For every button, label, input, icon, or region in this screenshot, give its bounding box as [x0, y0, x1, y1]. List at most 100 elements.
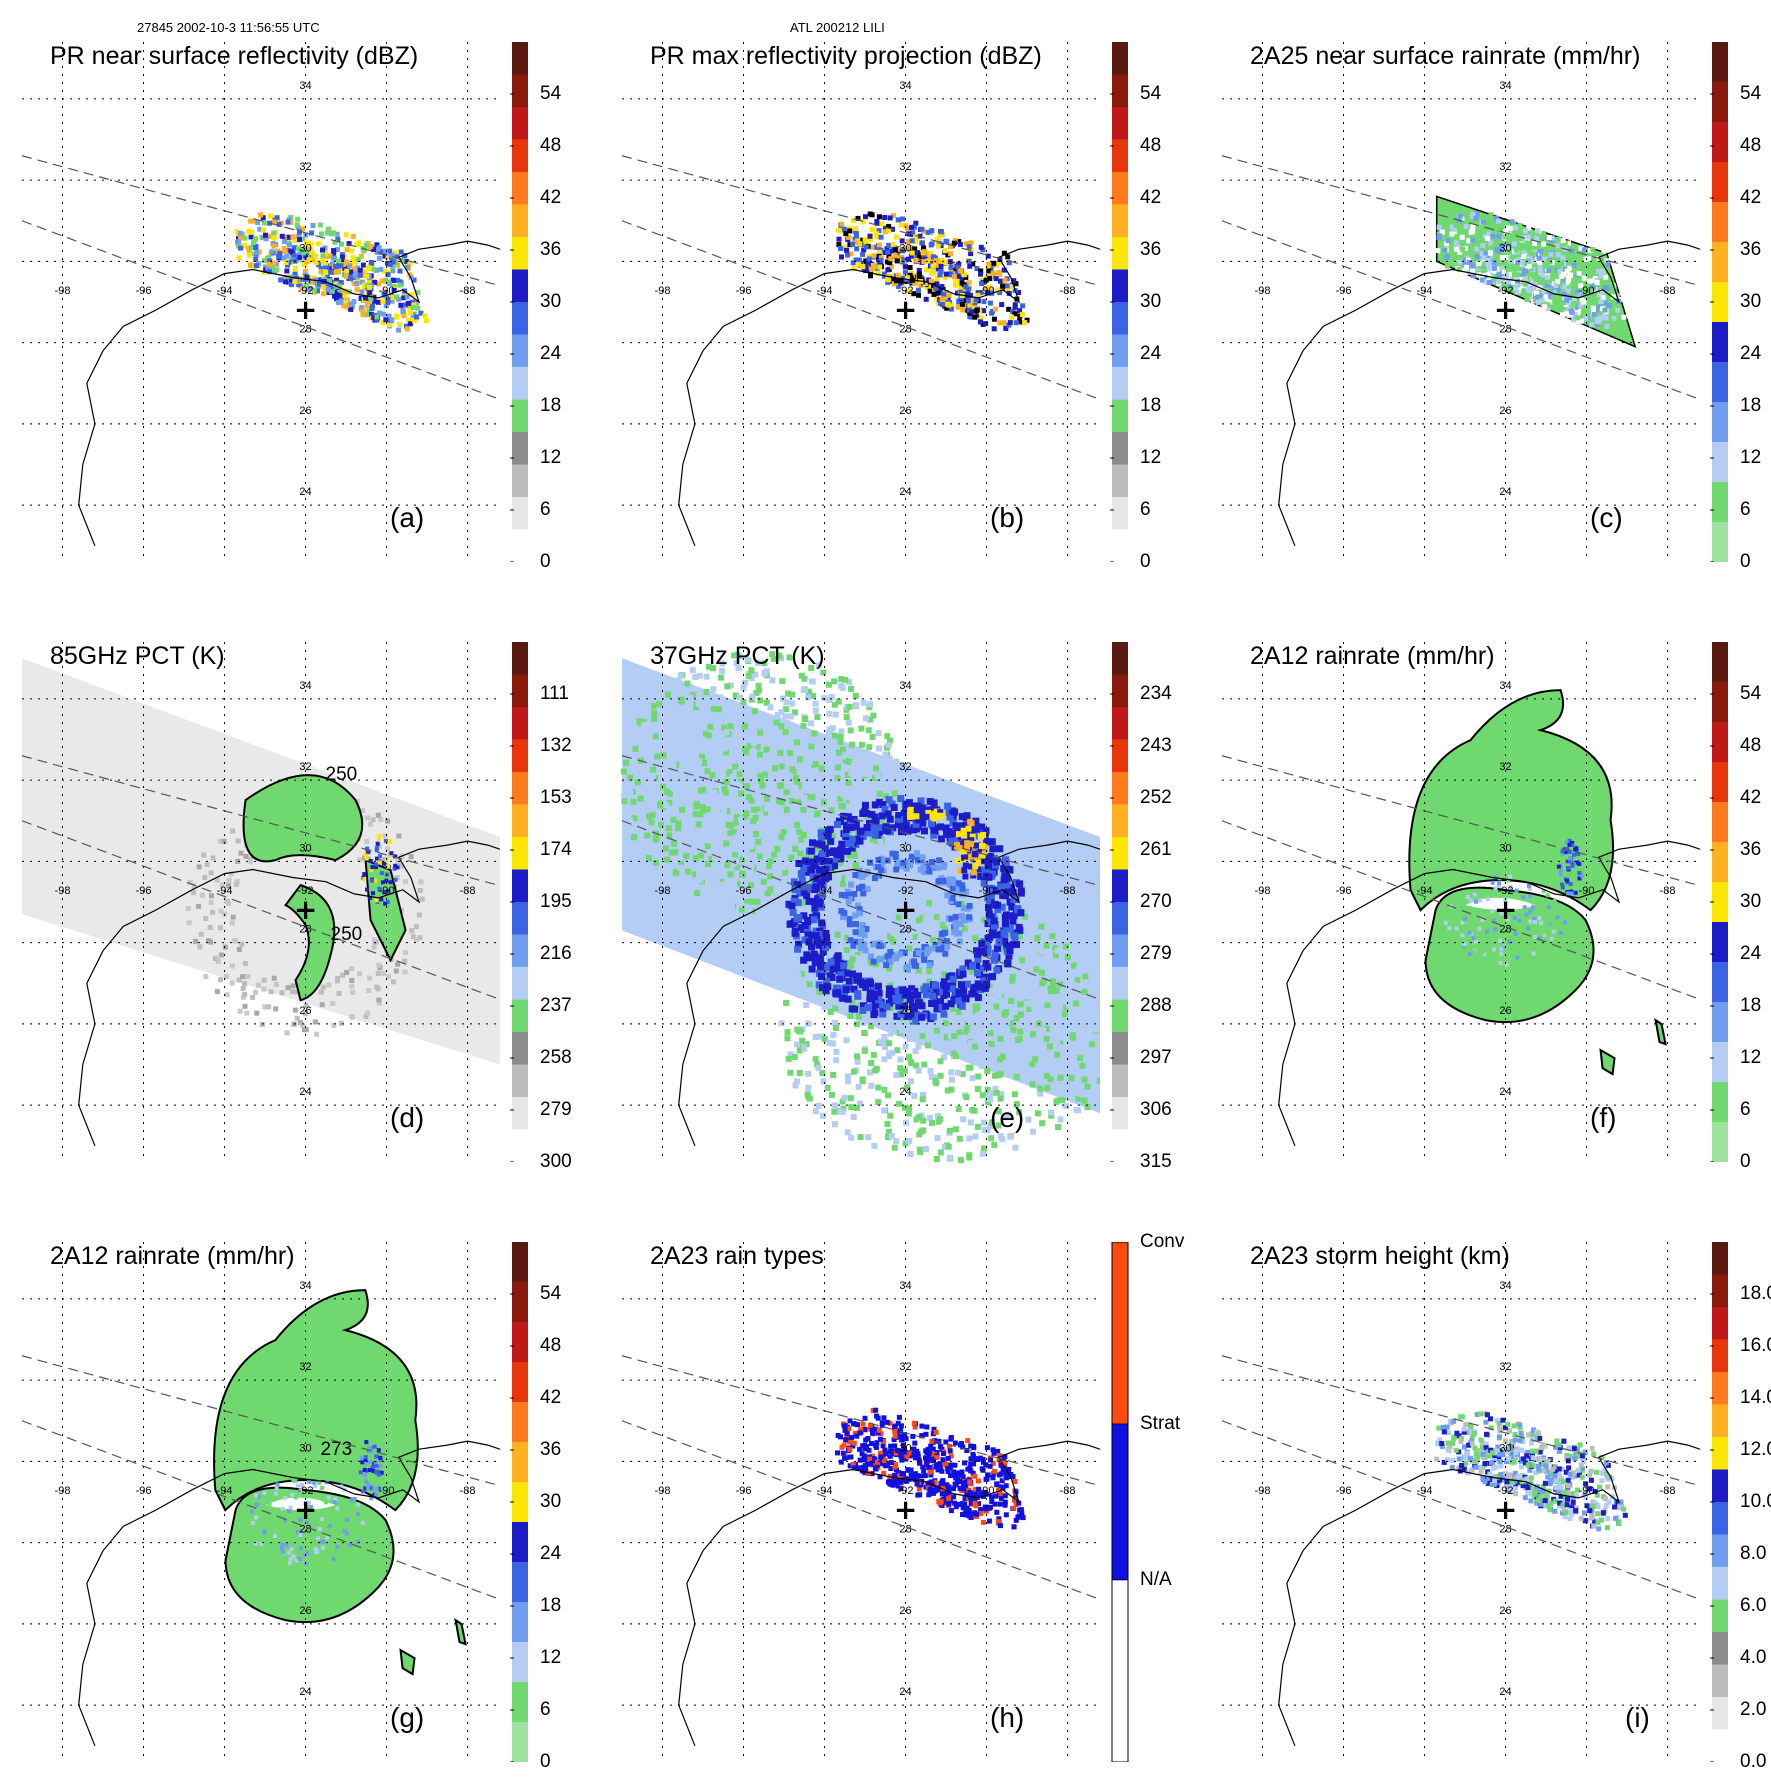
rain-pixel	[750, 748, 756, 754]
colorbar-swatch	[1112, 837, 1128, 870]
rain-pixel	[922, 249, 927, 254]
rain-pixel	[1512, 947, 1516, 951]
rain-pixel	[682, 792, 688, 798]
rain-pixel	[920, 854, 926, 860]
rain-pixel	[371, 891, 375, 895]
colorbar-swatch	[1112, 740, 1128, 773]
rain-pixel	[1554, 296, 1559, 301]
rain-pixel	[1047, 1043, 1053, 1049]
colorbar-swatch	[1112, 270, 1128, 303]
rain-pixel	[877, 791, 883, 797]
rain-pixel	[885, 810, 892, 817]
colorbar-swatch	[1112, 870, 1128, 903]
rain-pixel	[709, 778, 715, 784]
lon-label: -96	[736, 885, 752, 897]
rain-pixel	[897, 951, 903, 957]
rain-pixel	[839, 803, 845, 809]
rain-pixel	[944, 803, 951, 810]
contour-label: 250	[326, 764, 358, 785]
rain-pixel	[651, 710, 657, 716]
rain-pixel	[854, 1053, 860, 1059]
rain-pixel	[827, 711, 833, 717]
rain-pixel	[879, 1011, 886, 1018]
rain-pixel	[848, 727, 854, 733]
rain-pixel	[972, 1133, 978, 1139]
rain-pixel	[377, 837, 381, 841]
rain-pixel	[804, 918, 811, 925]
rain-pixel	[830, 1072, 836, 1078]
rain-pixel	[210, 910, 215, 915]
rain-pixel	[295, 222, 300, 227]
storm-center-icon: +	[294, 893, 317, 926]
rain-pixel	[1577, 271, 1582, 276]
rain-pixel	[863, 715, 869, 721]
rain-pixel	[899, 987, 906, 994]
storm-center-icon: +	[894, 293, 917, 326]
rain-pixel	[811, 731, 817, 737]
rain-pixel	[980, 1092, 986, 1098]
rain-pixel	[211, 856, 216, 861]
lat-label: 34	[299, 80, 311, 92]
colorbar-swatch	[1712, 242, 1728, 283]
rain-pixel	[683, 853, 689, 859]
rain-pixel	[955, 998, 962, 1005]
colorbar-tick: 315	[1140, 1151, 1172, 1173]
rain-pixel	[218, 977, 223, 982]
rain-pixel	[1592, 264, 1597, 269]
storm-center-icon: +	[294, 293, 317, 326]
rain-pixel	[751, 807, 757, 813]
rain-pixel	[884, 953, 890, 959]
rain-pixel	[286, 220, 291, 225]
rain-pixel	[1449, 914, 1453, 918]
rain-pixel	[875, 983, 882, 990]
rain-pixel	[848, 962, 854, 968]
rain-pixel	[752, 708, 758, 714]
rain-pixel	[775, 903, 781, 909]
rain-pixel	[1029, 1042, 1035, 1048]
rain-pixel	[1546, 922, 1550, 926]
rain-pixel	[868, 811, 875, 818]
rain-pixel	[732, 852, 738, 858]
rain-pixel	[832, 1005, 838, 1011]
colorbar-tick: 261	[1140, 839, 1172, 861]
rain-pixel	[908, 1078, 914, 1084]
rain-pixel	[867, 980, 874, 987]
rain-pixel	[944, 272, 949, 277]
rain-pixel	[367, 285, 372, 290]
rain-pixel	[875, 1085, 881, 1091]
colorbar-tick: 42	[1140, 187, 1161, 209]
rain-pixel	[767, 718, 773, 724]
rain-pixel	[215, 989, 220, 994]
rain-pixel	[687, 695, 693, 701]
rain-pixel	[737, 738, 743, 744]
rain-pixel	[787, 773, 793, 779]
lon-label: -98	[55, 285, 71, 297]
rain-pixel	[1603, 285, 1608, 290]
rain-pixel	[273, 1006, 278, 1011]
rain-pixel	[1455, 926, 1459, 930]
rain-pixel	[989, 838, 996, 845]
rain-pixel	[893, 867, 899, 873]
rain-pixel	[979, 1063, 985, 1069]
rain-pixel	[367, 976, 372, 981]
rain-pixel	[985, 904, 992, 911]
rain-pixel	[376, 963, 381, 968]
rain-pixel	[349, 978, 354, 983]
rain-pixel	[801, 963, 807, 969]
rain-pixel	[1542, 304, 1547, 309]
rain-pixel	[846, 720, 852, 726]
rain-pixel	[871, 959, 877, 965]
rain-pixel	[972, 1044, 978, 1050]
rain-pixel	[705, 875, 711, 881]
rain-pixel	[375, 898, 379, 902]
rain-pixel	[321, 284, 326, 289]
rain-pixel	[953, 920, 959, 926]
rain-pixel	[1038, 949, 1044, 955]
rain-pixel	[1009, 978, 1015, 984]
rain-pixel	[706, 714, 712, 720]
colorbar-swatch	[512, 465, 528, 498]
rain-pixel	[921, 827, 928, 834]
rain-pixel	[1035, 1044, 1041, 1050]
rain-pixel	[868, 1083, 874, 1089]
